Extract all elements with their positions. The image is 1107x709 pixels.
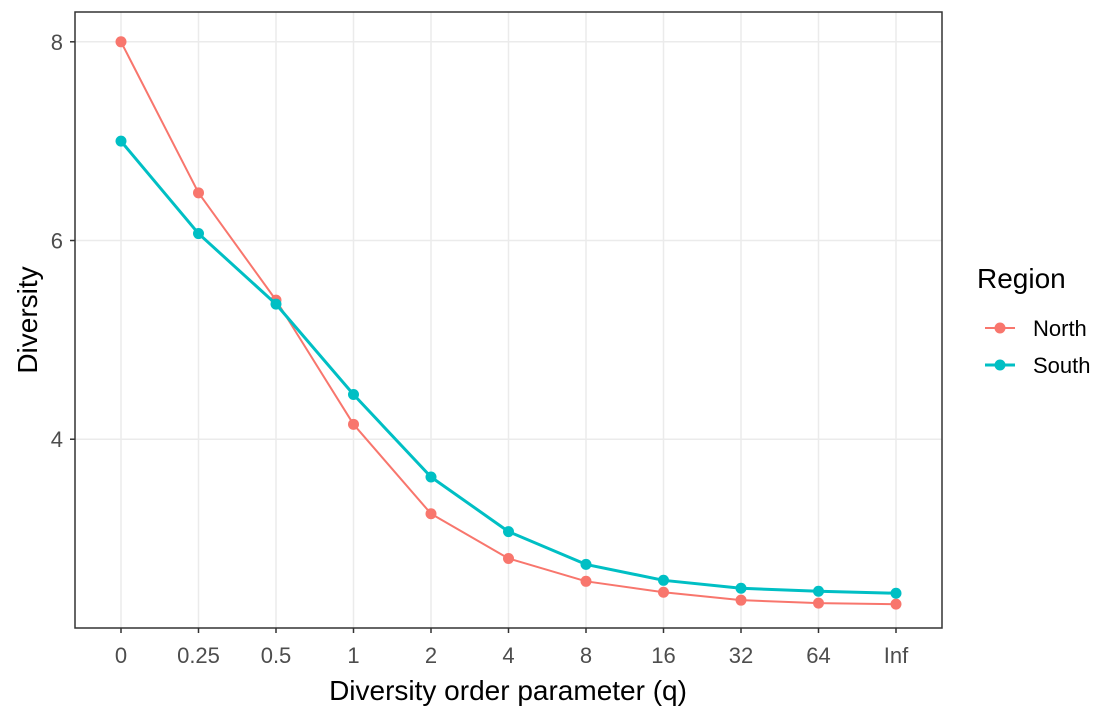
y-tick-label: 4 xyxy=(51,427,63,452)
data-point-north xyxy=(115,36,127,48)
data-point-south xyxy=(735,582,747,594)
x-tick-label: 64 xyxy=(806,643,830,668)
y-tick-label: 6 xyxy=(51,229,63,254)
y-axis-title: Diversity xyxy=(12,266,43,373)
x-tick-labels: 0 0.25 0.5 1 2 4 8 16 32 64 Inf xyxy=(115,643,909,668)
data-point-north xyxy=(425,508,437,520)
x-axis-title: Diversity order parameter (q) xyxy=(329,675,687,706)
data-point-south xyxy=(270,298,282,310)
legend: Region North South xyxy=(977,263,1091,378)
y-tick-labels: 4 6 8 xyxy=(51,30,63,452)
x-tick-label: 8 xyxy=(580,643,592,668)
data-point-north xyxy=(503,552,514,564)
x-tick-label: 0.5 xyxy=(261,643,292,668)
legend-label-south: South xyxy=(1033,353,1091,378)
data-point-north xyxy=(658,586,669,598)
data-point-south xyxy=(115,135,127,147)
data-point-north xyxy=(580,575,592,587)
data-point-south xyxy=(503,526,514,538)
legend-key-point-north xyxy=(994,322,1006,334)
x-tick-label: 2 xyxy=(425,643,437,668)
data-point-south xyxy=(890,587,902,599)
data-point-south xyxy=(425,471,437,483)
x-tick-label: 0.25 xyxy=(177,643,220,668)
axis-ticks xyxy=(70,41,897,633)
data-point-south xyxy=(580,558,592,570)
data-point-north xyxy=(890,598,902,610)
data-point-south xyxy=(658,574,669,586)
y-tick-label: 8 xyxy=(51,30,63,55)
x-tick-label: 0 xyxy=(115,643,127,668)
data-point-north xyxy=(735,594,747,606)
data-point-south xyxy=(813,585,824,597)
x-tick-label: 32 xyxy=(729,643,753,668)
data-point-south xyxy=(348,389,359,401)
data-point-north xyxy=(348,418,359,430)
data-point-north xyxy=(813,597,824,609)
data-point-north xyxy=(193,187,204,199)
legend-title: Region xyxy=(977,263,1066,294)
series-layer xyxy=(115,36,902,610)
x-tick-label: 1 xyxy=(347,643,359,668)
x-tick-label: Inf xyxy=(884,643,909,668)
data-point-south xyxy=(193,228,204,240)
major-grid xyxy=(75,12,942,628)
x-tick-label: 16 xyxy=(651,643,675,668)
legend-key-point-south xyxy=(994,359,1006,371)
x-tick-label: 4 xyxy=(502,643,514,668)
legend-label-north: North xyxy=(1033,316,1087,341)
